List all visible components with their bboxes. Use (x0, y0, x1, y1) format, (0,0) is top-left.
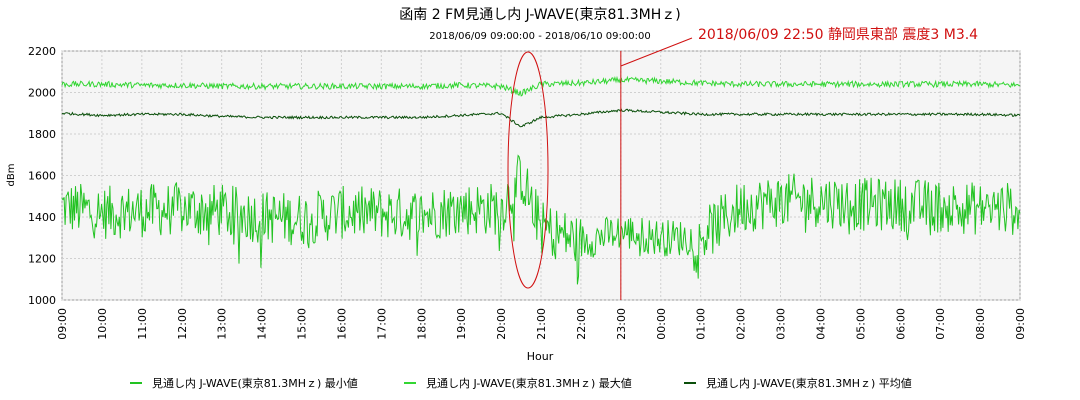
annotation-group: 2018/06/09 22:50 静岡県東部 震度3 M3.4 (620, 27, 978, 300)
x-tick-label: 19:00 (455, 308, 468, 340)
x-tick-label: 01:00 (695, 308, 708, 340)
series-line-2 (61, 75, 1021, 97)
x-tick-label: 10:00 (96, 308, 109, 340)
x-tick-label: 16:00 (335, 308, 348, 340)
y-tick-label: 1800 (28, 128, 56, 141)
y-axis: 1000 1200 1400 1600 1800 2000 2200 (28, 45, 56, 307)
x-tick-label: 21:00 (535, 308, 548, 340)
chart-title: 函南 2 FM見通し内 J-WAVE(東京81.3MHｚ) (399, 7, 680, 23)
series-line-3 (61, 108, 1021, 128)
y-tick-label: 2200 (28, 45, 56, 58)
chart-subtitle: 2018/06/09 09:00:00 - 2018/06/10 09:00:0… (429, 31, 650, 42)
y-axis-label: dBm (6, 164, 17, 187)
x-tick-label: 05:00 (854, 308, 867, 340)
legend-label: 見通し内 J-WAVE(東京81.3MHｚ) 最小値 (152, 376, 358, 390)
x-tick-label: 20:00 (495, 308, 508, 340)
y-tick-label: 1200 (28, 253, 56, 266)
x-tick-label: 03:00 (775, 308, 788, 340)
x-tick-label: 04:00 (814, 308, 827, 340)
x-tick-label: 23:00 (615, 308, 628, 340)
series-line-1 (61, 154, 1021, 285)
annotation-text: 2018/06/09 22:50 静岡県東部 震度3 M3.4 (698, 27, 978, 43)
x-tick-label: 08:00 (974, 308, 987, 340)
x-tick-label: 22:00 (575, 308, 588, 340)
annotation-pointer (620, 37, 693, 67)
x-axis-label: Hour (527, 350, 554, 363)
series-layer (61, 75, 1021, 285)
y-tick-label: 2000 (28, 87, 56, 100)
legend-label: 見通し内 J-WAVE(東京81.3MHｚ) 最大値 (426, 376, 632, 390)
x-tick-label: 09:00 (1014, 308, 1027, 340)
x-tick-label: 11:00 (136, 308, 149, 340)
x-tick-label: 12:00 (176, 308, 189, 340)
x-tick-label: 06:00 (894, 308, 907, 340)
x-tick-label: 13:00 (216, 308, 229, 340)
x-tick-label: 02:00 (735, 308, 748, 340)
x-tick-label: 07:00 (934, 308, 947, 340)
legend: 見通し内 J-WAVE(東京81.3MHｚ) 最小値 見通し内 J-WAVE(東京… (130, 376, 912, 390)
x-tick-label: 09:00 (56, 308, 69, 340)
x-tick-label: 14:00 (256, 308, 269, 340)
x-axis: 09:00 10:00 11:00 12:00 13:00 14:00 15:00 16:00… (56, 308, 1027, 340)
x-tick-label: 18:00 (415, 308, 428, 340)
legend-label: 見通し内 J-WAVE(東京81.3MHｚ) 平均値 (706, 376, 912, 390)
x-tick-label: 00:00 (655, 308, 668, 340)
highlight-ellipse (507, 51, 549, 289)
x-tick-label: 15:00 (296, 308, 309, 340)
x-tick-label: 17:00 (375, 308, 388, 340)
y-tick-label: 1400 (28, 211, 56, 224)
y-tick-label: 1000 (28, 294, 56, 307)
y-tick-label: 1600 (28, 170, 56, 183)
